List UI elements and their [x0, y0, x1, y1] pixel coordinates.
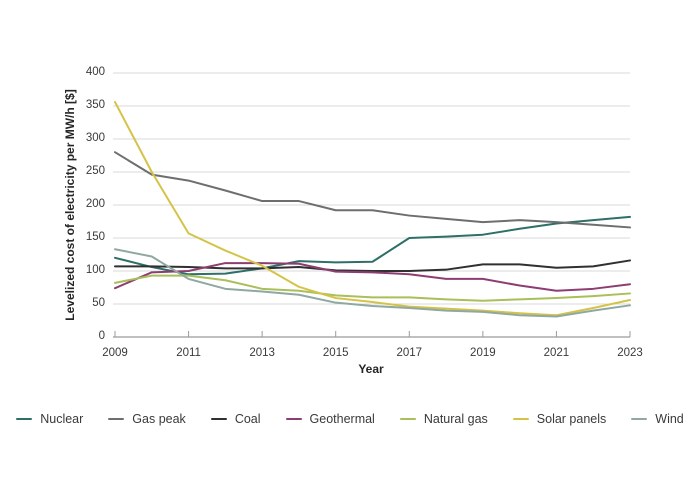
series-line-geothermal	[114, 262, 631, 292]
legend-item-nuclear: Nuclear	[16, 412, 83, 426]
series-line-natural-gas	[114, 274, 631, 302]
y-tick-label-50: 50	[92, 297, 105, 309]
legend-label-gas-peak: Gas peak	[132, 412, 186, 426]
legend-item-solar-panels: Solar panels	[512, 412, 607, 426]
legend-item-geothermal: Geothermal	[285, 412, 375, 426]
y-tick-label-100: 100	[85, 264, 105, 276]
x-tick-label-2009: 2009	[102, 347, 128, 359]
legend-swatch-wind	[631, 417, 648, 421]
legend: Nuclear Gas peak Coal Geothermal Natural gas…	[0, 412, 700, 426]
y-tick-label-350: 350	[85, 99, 105, 111]
legend-item-coal: Coal	[210, 412, 261, 426]
legend-label-nuclear: Nuclear	[40, 412, 84, 426]
y-tick-label-250: 250	[85, 165, 105, 177]
legend-label-wind: Wind	[655, 412, 684, 426]
legend-swatch-gas-peak	[108, 417, 125, 421]
x-tick-label-2015: 2015	[322, 347, 349, 359]
legend-swatch-solar-panels	[512, 417, 529, 421]
series-line-solar-panels	[114, 101, 631, 317]
legend-item-gas-peak: Gas peak	[108, 412, 186, 426]
legend-swatch-nuclear	[16, 417, 33, 421]
legend-item-natural-gas: Natural gas	[399, 412, 488, 426]
y-tick-label-400: 400	[85, 66, 105, 78]
series-line-nuclear	[114, 215, 631, 276]
x-tick-label-2013: 2013	[249, 347, 275, 359]
legend-label-coal: Coal	[234, 412, 261, 426]
x-tick-label-2011: 2011	[176, 347, 201, 359]
y-tick-label-300: 300	[85, 132, 105, 144]
y-tick-label-200: 200	[85, 198, 105, 210]
y-tick-label-0: 0	[98, 330, 105, 342]
legend-swatch-geothermal	[285, 417, 302, 421]
series-line-wind	[114, 248, 631, 318]
legend-label-natural-gas: Natural gas	[423, 412, 488, 426]
x-axis-title: Year	[358, 362, 384, 376]
x-tick-label-2021: 2021	[543, 347, 570, 359]
legend-swatch-coal	[210, 417, 227, 421]
legend-label-solar-panels: Solar panels	[536, 412, 607, 426]
series-line-gas-peak	[114, 151, 631, 229]
x-tick-label-2023: 2023	[617, 347, 643, 359]
legend-swatch-natural-gas	[399, 417, 416, 421]
y-tick-label-150: 150	[85, 231, 105, 243]
legend-item-wind: Wind	[631, 412, 684, 426]
x-tick-label-2017: 2017	[396, 347, 423, 359]
legend-label-geothermal: Geothermal	[309, 412, 375, 426]
x-tick-label-2019: 2019	[470, 347, 496, 359]
